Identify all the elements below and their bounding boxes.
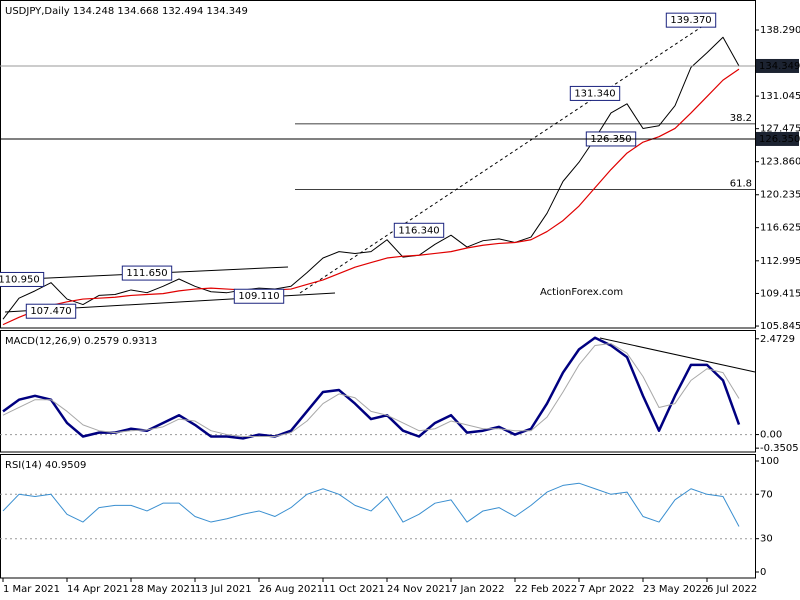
price-annotation-box [25, 303, 77, 319]
trendline [299, 17, 716, 294]
y-tick-label: 127.475 [760, 124, 800, 135]
y-tick-label: 30 [760, 534, 773, 545]
series-line [2, 336, 741, 440]
y-tick-label: 0 [760, 567, 766, 578]
y-tick-label: 2.4729 [760, 334, 795, 345]
x-tick-label: 6 Jul 2022 [707, 584, 757, 595]
x-tick-label: 28 May 2021 [131, 584, 196, 595]
x-tick-label: 23 May 2022 [643, 584, 708, 595]
watermark: ActionForex.com [540, 287, 623, 298]
series-line [2, 36, 740, 320]
price-pane-frame [0, 0, 756, 329]
series-line [2, 343, 740, 438]
x-tick-label: 22 Feb 2022 [515, 584, 577, 595]
pane-title: USDJPY,Daily 134.248 134.668 132.494 134… [5, 6, 248, 17]
price-annotation: 110.950 [0, 274, 40, 285]
price-annotation-box [665, 12, 717, 28]
x-tick-label: 13 Jul 2021 [195, 584, 252, 595]
price-annotation: 109.110 [238, 291, 279, 302]
x-tick-label: 11 Oct 2021 [323, 584, 385, 595]
price-annotation: 139.370 [670, 15, 711, 26]
price-annotation: 131.340 [574, 88, 615, 99]
fib-label: 38.2 [730, 113, 752, 124]
x-tick-label: 24 Nov 2021 [387, 584, 451, 595]
x-tick-label: 26 Aug 2021 [259, 584, 323, 595]
y-tick-label: 109.415 [760, 288, 800, 299]
y-tick-label: 100 [760, 456, 779, 467]
y-tick-label: -0.3505 [760, 443, 799, 454]
macd-pane-frame [0, 330, 756, 453]
y-tick-label: 138.290 [760, 25, 800, 36]
y-tick-label: 105.845 [760, 321, 800, 332]
y-tick-label: 120.235 [760, 190, 800, 201]
price-annotation: 107.470 [30, 306, 71, 317]
x-tick-label: 7 Apr 2022 [579, 584, 634, 595]
y-tick-label: 116.625 [760, 223, 800, 234]
plot-layer: 105.845 109.415 112.995 116.625 120.235 123.8… [0, 6, 800, 595]
price-annotation-box [393, 222, 445, 238]
x-tick-label: 1 Mar 2021 [3, 584, 60, 595]
pane-title: RSI(14) 40.9509 [5, 460, 86, 471]
price-annotation-box [233, 288, 285, 304]
y-tick-label: 70 [760, 489, 773, 500]
price-line-label: 134.349 [759, 61, 800, 72]
x-tick-label: 7 Jan 2022 [451, 584, 505, 595]
price-annotation-box [0, 271, 45, 287]
fib-label: 61.8 [730, 179, 752, 190]
trendline [599, 337, 756, 373]
price-line-box [756, 131, 799, 146]
y-tick-label: 131.045 [760, 91, 800, 102]
series-line [2, 68, 740, 326]
price-annotation-box [121, 265, 173, 281]
rsi-pane-frame [0, 454, 756, 579]
y-tick-label: 0.00 [760, 430, 782, 441]
price-line-label: 126.350 [759, 134, 800, 145]
price-annotation-box [569, 85, 621, 101]
x-tick-label: 14 Apr 2021 [67, 584, 129, 595]
price-annotation: 116.340 [398, 225, 439, 236]
price-annotation: 111.650 [126, 268, 167, 279]
pane-title: MACD(12,26,9) 0.2579 0.9313 [5, 336, 157, 347]
series-line [2, 482, 740, 527]
price-line-box [756, 58, 799, 73]
y-tick-label: 112.995 [760, 256, 800, 267]
y-tick-label: 123.860 [760, 157, 800, 168]
